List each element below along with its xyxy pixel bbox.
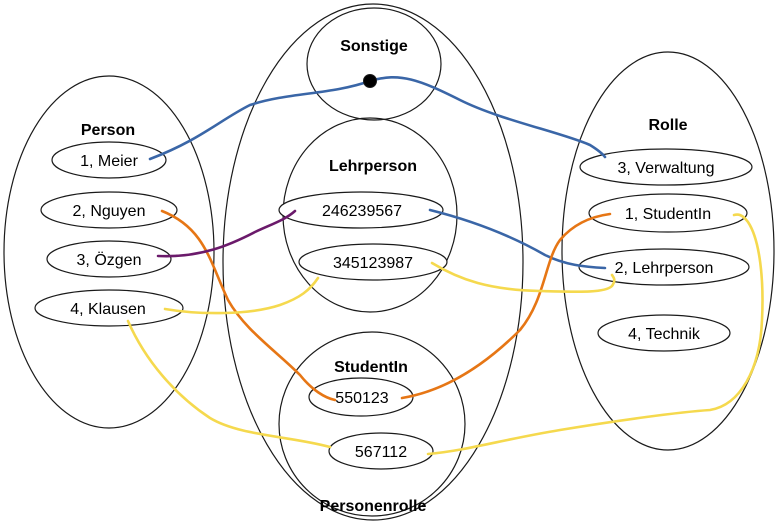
role-oval-2 xyxy=(588,193,748,233)
link-550123-studentin-role xyxy=(400,212,612,400)
sonstige-set xyxy=(306,7,442,121)
student-oval-2 xyxy=(328,432,434,470)
person-labels: 1, Meier 2, Nguyen 3, Özgen 4, Klausen xyxy=(70,153,146,318)
link-sonstige-verwaltung xyxy=(368,76,607,159)
student-id-2: 567112 xyxy=(355,444,407,461)
person-items xyxy=(34,141,184,327)
person-oval-1 xyxy=(51,141,167,179)
student-items xyxy=(308,377,434,470)
lehrperson-title: Lehrperson xyxy=(329,158,417,175)
role-label-4: 4, Technik xyxy=(628,326,701,343)
sonstige-title: Sonstige xyxy=(340,38,408,55)
person-label-3: 3, Özgen xyxy=(77,251,142,269)
link-meier-sonstige xyxy=(148,79,372,161)
link-oezgen-246239567 xyxy=(156,209,297,258)
role-label-2: 1, StudentIn xyxy=(625,206,711,223)
rolle-title: Rolle xyxy=(648,117,687,134)
person-oval-4 xyxy=(34,289,184,327)
role-label-3: 2, Lehrperson xyxy=(615,260,714,277)
junction-dot-icon xyxy=(363,74,377,88)
link-246239567-lehrperson-role xyxy=(428,208,607,270)
role-labels: 3, Verwaltung 1, StudentIn 2, Lehrperson… xyxy=(615,160,715,343)
person-oval-3 xyxy=(46,240,172,278)
lehrperson-oval-1 xyxy=(278,191,444,229)
lehrperson-items xyxy=(278,191,448,281)
personenrolle-set xyxy=(222,3,524,521)
person-set xyxy=(3,75,215,429)
role-oval-3 xyxy=(578,248,750,286)
connectors xyxy=(126,76,764,456)
lehrperson-id-1: 246239567 xyxy=(322,203,402,220)
studentin-set xyxy=(278,331,466,517)
person-title: Person xyxy=(81,122,135,139)
person-oval-2 xyxy=(40,191,178,229)
role-label-1: 3, Verwaltung xyxy=(618,160,715,177)
role-items xyxy=(578,148,753,352)
link-klausen-345123987 xyxy=(163,276,320,315)
lehrperson-id-2: 345123987 xyxy=(333,255,413,272)
role-oval-1 xyxy=(579,148,753,186)
student-labels: 550123 567112 xyxy=(335,390,407,461)
person-label-2: 2, Nguyen xyxy=(73,203,146,220)
link-klausen-567112 xyxy=(126,319,332,449)
person-label-1: 1, Meier xyxy=(80,153,138,170)
personenrolle-title: Personenrolle xyxy=(320,498,427,515)
lehrperson-labels: 246239567 345123987 xyxy=(322,203,413,272)
link-345123987-lehrperson-role xyxy=(430,261,616,294)
student-id-1: 550123 xyxy=(335,390,388,407)
studentin-title: StudentIn xyxy=(334,359,408,376)
rolle-set xyxy=(561,51,775,451)
role-oval-4 xyxy=(597,314,731,352)
link-567112-studentin-role xyxy=(426,213,764,456)
link-nguyen-550123 xyxy=(160,209,337,402)
person-label-4: 4, Klausen xyxy=(70,301,146,318)
lehrperson-oval-2 xyxy=(298,243,448,281)
